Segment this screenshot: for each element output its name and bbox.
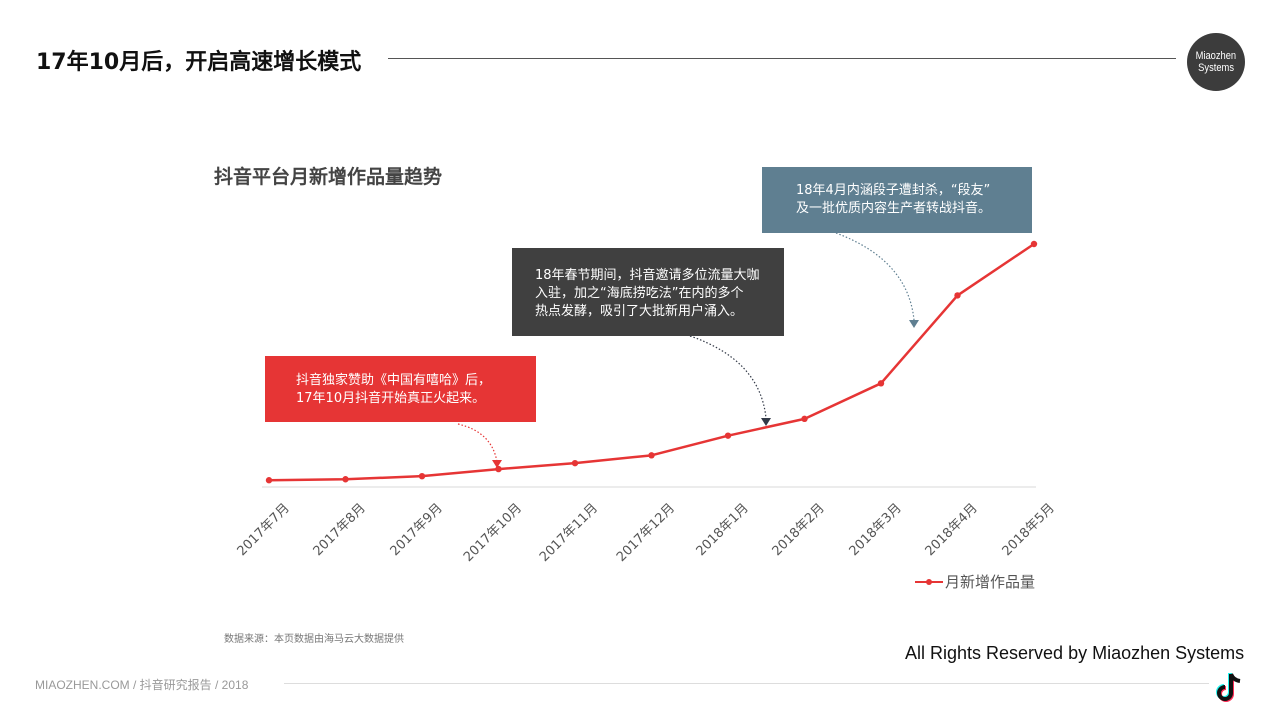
logo-line1: Miaozhen [1195,50,1237,62]
title-divider [388,58,1176,59]
callout-text: 17年10月抖音开始真正火起来。 [296,391,486,406]
page-title: 17年10月后，开启高速增长模式 [36,50,362,75]
chart-title: 抖音平台月新增作品量趋势 [214,166,443,188]
tiktok-icon [1216,673,1241,702]
chart-legend[interactable]: 月新增作品量 [915,571,1035,592]
callout-text: 及一批优质内容生产者转战抖音。 [796,201,992,216]
data-point[interactable] [342,476,349,483]
data-point[interactable] [877,380,885,387]
legend-line-marker-icon [915,575,943,589]
data-point[interactable] [1030,240,1038,248]
data-point[interactable] [418,472,426,480]
legend-label: 月新增作品量 [945,573,1036,591]
callout-spring-festival: 18年春节期间，抖音邀请多位流量大咖 入驻，加之“海底捞吃法”在内的多个 热点发… [512,248,784,336]
series-points [265,240,1038,484]
footer-divider [284,683,1209,684]
miaozhen-logo: Miaozhen Systems [1187,33,1245,91]
data-point[interactable] [801,415,808,423]
callout-arrows [457,232,919,468]
callout-neihan-duanzi: 18年4月内涵段子遭封杀，“段友” 及一批优质内容生产者转战抖音。 [762,167,1032,233]
data-point[interactable] [495,465,502,473]
callout-text: 18年春节期间，抖音邀请多位流量大咖 [535,268,760,283]
logo-line2: Systems [1198,62,1234,74]
copyright: All Rights Reserved by Miaozhen Systems [905,643,1245,663]
data-point[interactable] [571,459,579,467]
callout-text: 抖音独家赞助《中国有嘻哈》后， [296,373,492,388]
footer-text: MIAOZHEN.COM / 抖音研究报告 / 2018 [35,678,249,692]
callout-text: 热点发酵，吸引了大批新用户涌入。 [535,304,744,319]
data-point[interactable] [265,477,273,484]
data-point[interactable] [648,452,655,459]
callout-text: 入驻，加之“海底捞吃法”在内的多个 [535,286,744,301]
callout-zhongguo-youxiha: 抖音独家赞助《中国有嘻哈》后， 17年10月抖音开始真正火起来。 [265,356,536,422]
data-source-note: 数据来源：本页数据由海马云大数据提供 [224,634,404,645]
callout-text: 18年4月内涵段子遭封杀，“段友” [796,183,991,198]
data-point[interactable] [724,432,732,439]
data-point[interactable] [954,292,961,299]
